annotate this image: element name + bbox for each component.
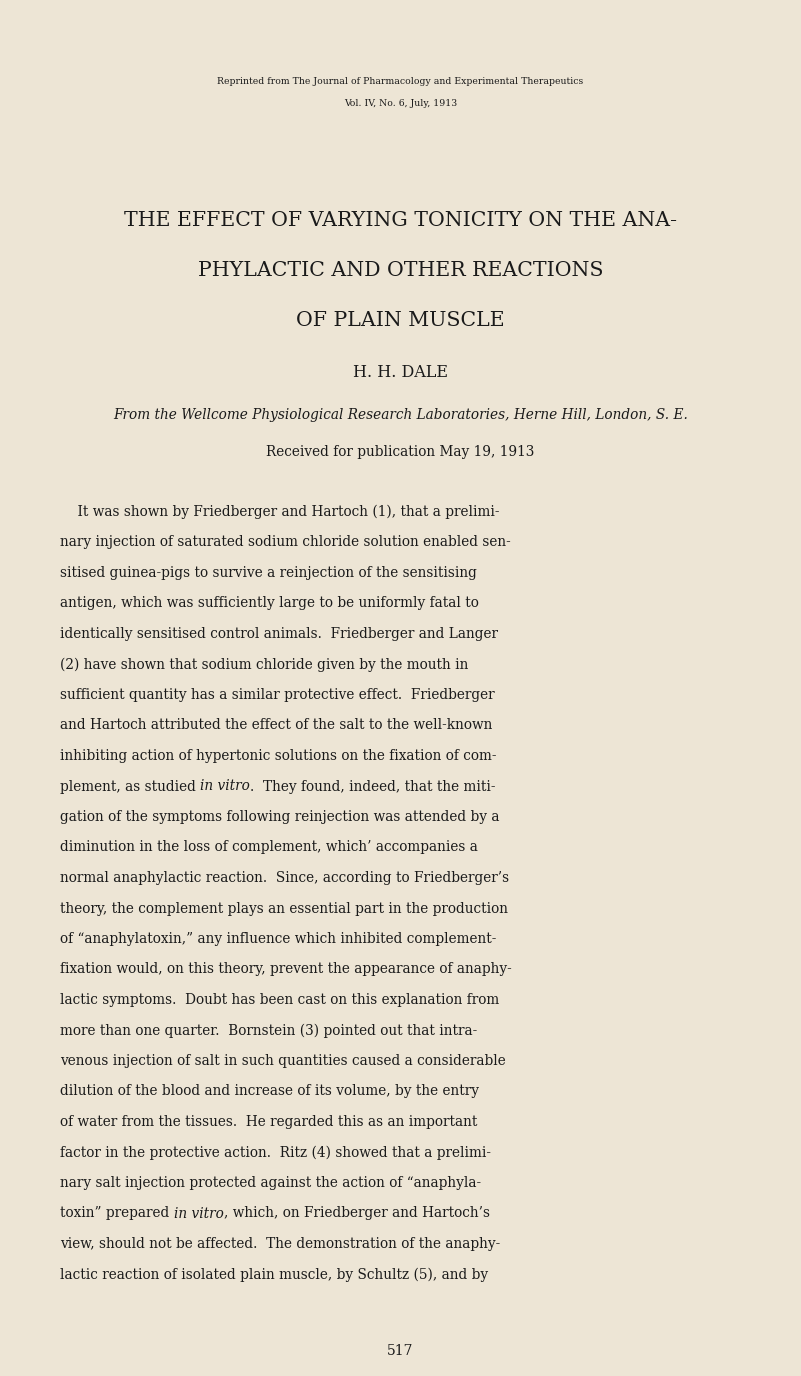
Text: fixation would, on this theory, prevent the appearance of anaphy-: fixation would, on this theory, prevent … (60, 962, 512, 977)
Text: H. H. DALE: H. H. DALE (353, 363, 448, 381)
Text: THE EFFECT OF VARYING TONICITY ON THE ANA-: THE EFFECT OF VARYING TONICITY ON THE AN… (124, 211, 677, 230)
Text: , which, on Friedberger and Hartoch’s: , which, on Friedberger and Hartoch’s (223, 1207, 489, 1221)
Text: antigen, which was sufficiently large to be uniformly fatal to: antigen, which was sufficiently large to… (60, 597, 479, 611)
Text: theory, the complement plays an essential part in the production: theory, the complement plays an essentia… (60, 901, 508, 915)
Text: factor in the protective action.  Ritz (4) showed that a prelimi-: factor in the protective action. Ritz (4… (60, 1145, 491, 1160)
Text: nary salt injection protected against the action of “anaphyla-: nary salt injection protected against th… (60, 1176, 481, 1190)
Text: It was shown by Friedberger and Hartoch (1), that a prelimi-: It was shown by Friedberger and Hartoch … (60, 505, 500, 519)
Text: Received for publication May 19, 1913: Received for publication May 19, 1913 (266, 444, 535, 460)
Text: in vitro: in vitro (200, 779, 250, 794)
Text: inhibiting action of hypertonic solutions on the fixation of com-: inhibiting action of hypertonic solution… (60, 749, 497, 764)
Text: diminution in the loss of complement, which’ accompanies a: diminution in the loss of complement, wh… (60, 841, 478, 854)
Text: toxin” prepared: toxin” prepared (60, 1207, 174, 1221)
Text: more than one quarter.  Bornstein (3) pointed out that intra-: more than one quarter. Bornstein (3) poi… (60, 1024, 477, 1038)
Text: normal anaphylactic reaction.  Since, according to Friedberger’s: normal anaphylactic reaction. Since, acc… (60, 871, 509, 885)
Text: dilution of the blood and increase of its volume, by the entry: dilution of the blood and increase of it… (60, 1084, 479, 1098)
Text: venous injection of salt in such quantities caused a considerable: venous injection of salt in such quantit… (60, 1054, 505, 1068)
Text: of “anaphylatoxin,” any influence which inhibited complement-: of “anaphylatoxin,” any influence which … (60, 932, 497, 947)
Text: in vitro: in vitro (174, 1207, 223, 1221)
Text: plement, as studied: plement, as studied (60, 779, 200, 794)
Text: From the Wellcome Physiological Research Laboratories, Herne Hill, London, S. E.: From the Wellcome Physiological Research… (113, 409, 688, 422)
Text: sufficient quantity has a similar protective effect.  Friedberger: sufficient quantity has a similar protec… (60, 688, 495, 702)
Text: of water from the tissues.  He regarded this as an important: of water from the tissues. He regarded t… (60, 1115, 477, 1128)
Text: view, should not be affected.  The demonstration of the anaphy-: view, should not be affected. The demons… (60, 1237, 501, 1251)
Text: and Hartoch attributed the effect of the salt to the well-known: and Hartoch attributed the effect of the… (60, 718, 493, 732)
Text: (2) have shown that sodium chloride given by the mouth in: (2) have shown that sodium chloride give… (60, 658, 469, 671)
Text: OF PLAIN MUSCLE: OF PLAIN MUSCLE (296, 311, 505, 329)
Text: .  They found, indeed, that the miti-: . They found, indeed, that the miti- (250, 779, 496, 794)
Text: lactic symptoms.  Doubt has been cast on this explanation from: lactic symptoms. Doubt has been cast on … (60, 993, 499, 1007)
Text: lactic reaction of isolated plain muscle, by Schultz (5), and by: lactic reaction of isolated plain muscle… (60, 1267, 488, 1281)
Text: PHYLACTIC AND OTHER REACTIONS: PHYLACTIC AND OTHER REACTIONS (198, 260, 603, 279)
Text: 517: 517 (387, 1344, 414, 1358)
Text: gation of the symptoms following reinjection was attended by a: gation of the symptoms following reinjec… (60, 810, 500, 824)
Text: sitised guinea-pigs to survive a reinjection of the sensitising: sitised guinea-pigs to survive a reinjec… (60, 566, 477, 581)
Text: nary injection of saturated sodium chloride solution enabled sen-: nary injection of saturated sodium chlor… (60, 535, 511, 549)
Text: identically sensitised control animals.  Friedberger and Langer: identically sensitised control animals. … (60, 627, 498, 641)
Text: Reprinted from The Journal of Pharmacology and Experimental Therapeutics: Reprinted from The Journal of Pharmacolo… (217, 77, 584, 87)
Text: Vol. IV, No. 6, July, 1913: Vol. IV, No. 6, July, 1913 (344, 99, 457, 107)
